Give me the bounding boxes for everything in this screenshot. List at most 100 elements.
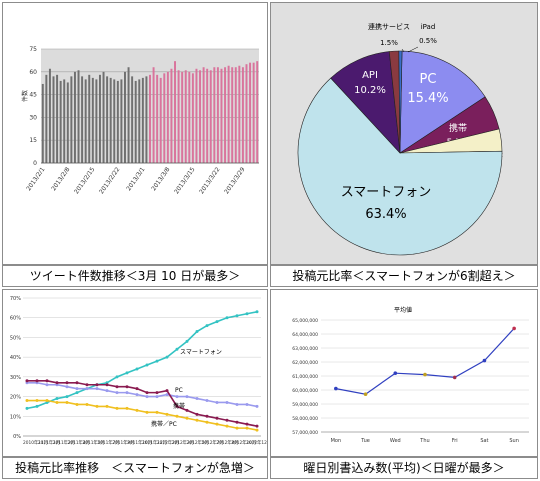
series-point <box>235 402 239 406</box>
x-tick-label: 2011年12月 <box>142 439 167 446</box>
series-point <box>145 363 149 367</box>
slice-label: 連携サービス <box>368 22 410 31</box>
y-tick-label: 75 <box>29 46 37 53</box>
bar <box>48 68 51 163</box>
series-label: PC <box>175 387 183 394</box>
series-point <box>65 395 69 399</box>
series-point <box>85 387 89 391</box>
series-point <box>85 402 89 406</box>
x-tick-label: 2012年12月 <box>246 439 267 446</box>
bar <box>116 80 119 163</box>
x-tick-label: Wed <box>390 438 401 444</box>
series-point <box>255 424 259 428</box>
series-point <box>165 355 169 359</box>
series-point <box>155 391 159 395</box>
slice-value-label: 1.5% <box>380 39 398 47</box>
series-point <box>215 422 219 426</box>
series-point <box>95 404 99 408</box>
series-point <box>45 399 49 403</box>
series-point <box>235 314 239 318</box>
series-point <box>75 402 79 406</box>
slice-label: スマートフォン <box>341 185 432 200</box>
series-point <box>145 391 149 395</box>
series-point <box>75 391 79 395</box>
x-tick-label: 2011年9月 <box>112 439 134 446</box>
bar <box>238 65 241 163</box>
bar <box>234 67 237 163</box>
series-point <box>225 418 229 422</box>
series-point <box>205 414 209 418</box>
bar <box>241 67 244 163</box>
series-point <box>135 387 139 391</box>
x-tick-label: 2013/2/8 <box>50 166 71 192</box>
bar <box>131 76 134 163</box>
series-point <box>205 420 209 424</box>
x-tick-label: 2012年10月 <box>231 439 256 446</box>
panel-weekday-average: 平均値 57,000,000 58,000,000 59,000,000 60,000,… <box>270 289 538 457</box>
x-tick-label: Mon <box>331 438 342 444</box>
x-tick-label: 2013/2/15 <box>73 166 96 195</box>
series-point <box>35 399 39 403</box>
x-tick-label: 2013/3/1 <box>125 166 146 192</box>
bar <box>63 79 66 163</box>
series-line <box>26 311 258 410</box>
series-point <box>175 395 179 399</box>
bar <box>256 61 259 163</box>
y-tick-label: 64,000,000 <box>292 332 318 338</box>
bar <box>206 68 209 163</box>
x-tick-label: Sun <box>509 438 519 444</box>
weekday-average-line-chart: 平均値 57,000,000 58,000,000 59,000,000 60,000,… <box>292 306 529 444</box>
data-point <box>334 386 338 391</box>
y-tick-label: 57,000,000 <box>292 430 318 436</box>
x-tick-label: 2012年8月 <box>216 439 238 446</box>
bar <box>56 74 59 163</box>
x-tick-label: 2011年1月 <box>38 439 60 446</box>
y-tick-label: 65,000,000 <box>292 318 318 324</box>
bar <box>145 76 148 163</box>
x-tick-label: Thu <box>419 438 429 444</box>
series-point <box>55 400 59 404</box>
series-point <box>105 404 109 408</box>
data-point <box>363 392 368 396</box>
x-tick-label: 2012年3月 <box>172 439 194 446</box>
pie-slice <box>399 50 486 154</box>
series-point <box>185 339 189 343</box>
series-point <box>205 324 209 328</box>
caption-tweet-count: ツイート件数推移＜3月 10 日が最多＞ <box>2 265 268 287</box>
x-tick-label: 2012年5月 <box>187 439 209 446</box>
source-trend-line-chart: 0%10%20%30%40%50%60%70%2010年11月2011年1月20… <box>10 296 267 446</box>
series-point <box>135 393 139 397</box>
slice-label: 携帯 <box>449 122 467 134</box>
series-point <box>215 320 219 324</box>
bar <box>88 74 91 163</box>
series-point <box>255 310 259 314</box>
bar <box>249 62 252 163</box>
average-line <box>335 327 515 395</box>
bar <box>224 67 227 163</box>
y-tick-label: 45 <box>29 92 37 99</box>
bar <box>84 79 87 163</box>
series-point <box>35 379 39 383</box>
y-tick-label: 40% <box>10 355 21 361</box>
series-point <box>45 383 49 387</box>
y-tick-label: 20% <box>10 395 21 401</box>
bar <box>177 70 180 163</box>
slice-value-label: 0.5% <box>419 37 437 45</box>
bar <box>252 62 255 163</box>
series-point <box>135 408 139 412</box>
series-point <box>195 397 199 401</box>
series-point <box>245 426 249 430</box>
x-tick-label: 2013/3/8 <box>150 166 171 192</box>
bar <box>98 74 101 163</box>
bar <box>109 77 112 163</box>
series-label: スマートフォン <box>180 349 222 356</box>
y-tick-label: 30 <box>29 114 37 121</box>
bar <box>127 67 130 163</box>
x-tick-label: 2013/2/1 <box>25 166 46 192</box>
series-point <box>65 381 69 385</box>
x-tick-label: 2012年7月 <box>202 439 224 446</box>
bar <box>70 76 73 163</box>
series-point <box>185 416 189 420</box>
series-point <box>185 408 189 412</box>
bar <box>106 76 109 163</box>
